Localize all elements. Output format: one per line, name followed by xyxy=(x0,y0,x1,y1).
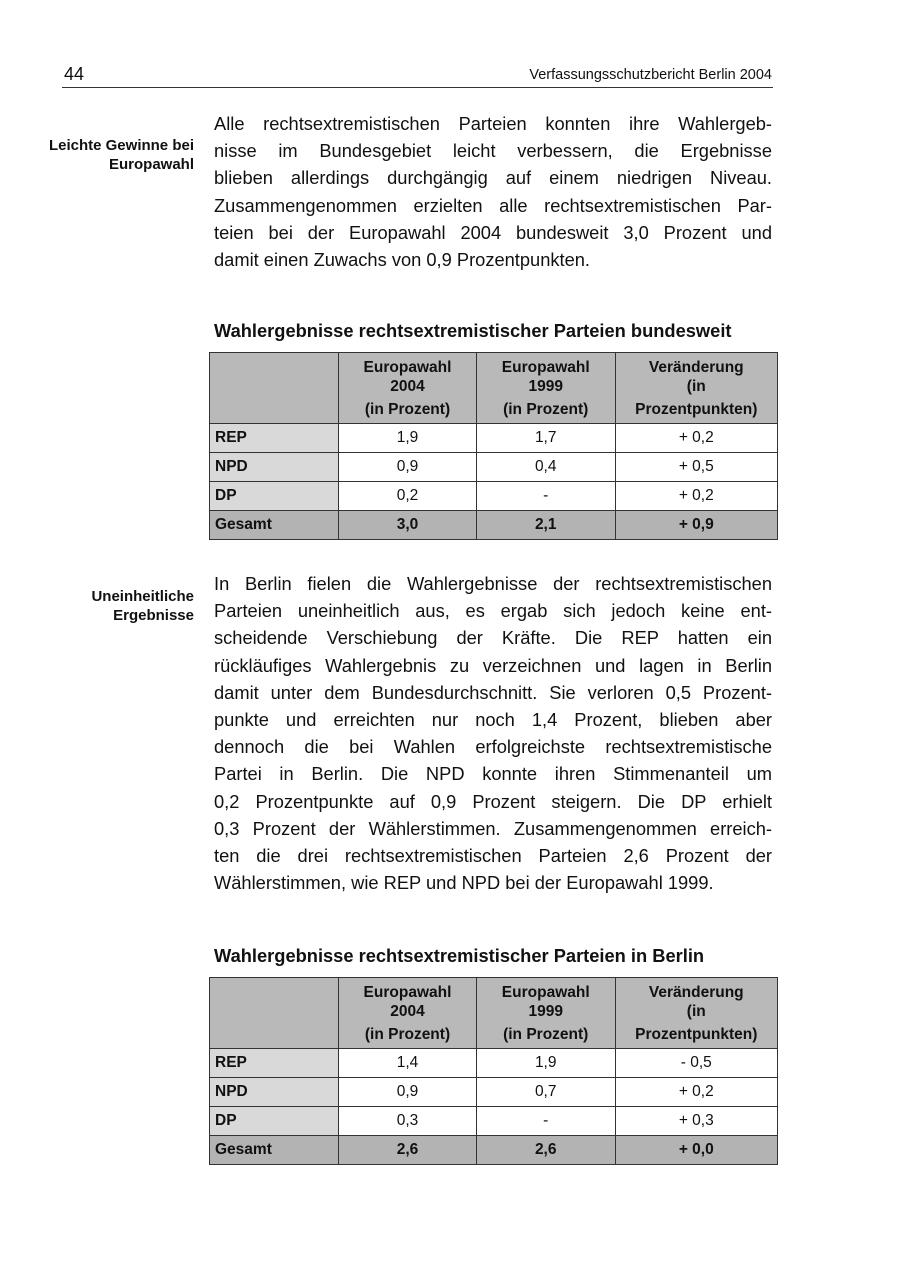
table-cell: + 0,2 xyxy=(614,423,779,453)
row-label: REP xyxy=(208,423,340,453)
table-cell: + 0,2 xyxy=(614,1077,779,1107)
side-label-1: Leichte Gewinne bei Europawahl xyxy=(48,137,194,173)
paragraph-1: Alle rechtsextremistischen Parteien konn… xyxy=(214,110,772,273)
table-cell: 1,4 xyxy=(338,1048,477,1078)
table1: Europawahl 2004 (in Prozent) Europawahl 1999… xyxy=(208,352,779,540)
header-rule xyxy=(62,87,773,88)
text-line: blieben allerdings durchgängig auf einem… xyxy=(214,167,772,189)
paragraph-2: In Berlin fielen die Wahlergebnisse der … xyxy=(214,570,772,896)
table-cell: - xyxy=(475,481,616,511)
table-cell: 2,6 xyxy=(338,1135,477,1165)
column-header: Veränderung (in Prozentpunkten) xyxy=(614,977,779,1049)
row-label: Gesamt xyxy=(208,510,340,540)
header-text: (in Prozent) xyxy=(364,1025,451,1043)
header-row: Europawahl 2004 (in Prozent) Europawahl 1999… xyxy=(208,977,779,1049)
page-number: 44 xyxy=(64,64,85,84)
header-text: Veränderung xyxy=(648,358,744,376)
header-text: (in Prozent) xyxy=(503,1025,589,1043)
column-header: Europawahl 2004 (in Prozent) xyxy=(338,977,477,1049)
table-cell: 0,7 xyxy=(475,1077,616,1107)
header-text: Europawahl xyxy=(501,358,590,376)
table-cell: 0,4 xyxy=(475,452,616,482)
total-row: Gesamt 3,0 2,1 + 0,9 xyxy=(208,510,779,540)
row-label: Gesamt xyxy=(208,1135,340,1165)
running-header: Verfassungsschutzbericht Berlin 2004 xyxy=(529,67,772,83)
table-cell: 0,9 xyxy=(338,452,477,482)
table-cell: 0,2 xyxy=(338,481,477,511)
header-text: Europawahl xyxy=(363,358,452,376)
table-cell: + 0,0 xyxy=(614,1135,779,1165)
text-line: Alle rechtsextremistischen Parteien konn… xyxy=(214,113,772,134)
text-line: rückläufiges Wahlergebnis zu verzeichnen… xyxy=(214,654,772,676)
text-line: nisse im Bundesgebiet leicht verbessern,… xyxy=(214,140,772,162)
row-label: NPD xyxy=(208,1077,340,1107)
header-row: Europawahl 2004 (in Prozent) Europawahl 1999… xyxy=(208,352,779,424)
text-line: ten die drei rechtsextremistischen Parte… xyxy=(214,845,772,867)
column-header: Europawahl 1999 (in Prozent) xyxy=(475,352,616,424)
table1-title: Wahlergebnisse rechtsextremistischer Par… xyxy=(214,320,732,341)
table2-title: Wahlergebnisse rechtsextremistischer Par… xyxy=(214,945,705,966)
text-line: Zusammengenommen erzielten alle rechtsex… xyxy=(214,194,772,216)
table-cell: 1,9 xyxy=(475,1048,616,1078)
text-line: 0,2 Prozentpunkte auf 0,9 Prozent steige… xyxy=(214,790,772,812)
header-text: (in xyxy=(686,1002,706,1020)
table-cell: 2,1 xyxy=(475,510,616,540)
text-line: In Berlin fielen die Wahlergebnisse der … xyxy=(214,573,772,594)
row-label: DP xyxy=(208,1106,340,1136)
header-text: (in xyxy=(686,377,706,395)
column-header: Europawahl 1999 (in Prozent) xyxy=(475,977,616,1049)
row-label: NPD xyxy=(208,452,340,482)
table-cell: + 0,2 xyxy=(614,481,779,511)
table-cell: 0,3 xyxy=(338,1106,477,1136)
text-line: damit unter dem Bundesdurchschnitt. Sie … xyxy=(214,681,772,703)
header-text: 1999 xyxy=(528,377,563,395)
total-row: Gesamt 2,6 2,6 + 0,0 xyxy=(208,1135,779,1165)
table-cell: 2,6 xyxy=(475,1135,616,1165)
text-line: 0,3 Prozent der Wählerstimmen. Zusammeng… xyxy=(214,817,772,839)
table-row: REP 1,9 1,7 + 0,2 xyxy=(208,423,779,453)
row-label: DP xyxy=(208,481,340,511)
text-line: Partei in Berlin. Die NPD konnte ihren S… xyxy=(214,763,772,785)
table-row: REP 1,4 1,9- 0,5 xyxy=(208,1048,779,1078)
text-line: punkte und erreichten nur noch 1,4 Proze… xyxy=(214,709,772,731)
table2: Europawahl 2004 (in Prozent) Europawahl 1999… xyxy=(208,977,779,1165)
table-row: DP 0,2- + 0,2 xyxy=(208,481,779,511)
table-cell: 3,0 xyxy=(338,510,477,540)
column-header: Veränderung (in Prozentpunkten) xyxy=(614,352,779,424)
header-text: 2004 xyxy=(390,377,425,395)
row-label: REP xyxy=(208,1048,340,1078)
header-text: Prozentpunkten) xyxy=(635,400,758,418)
header-text: Europawahl xyxy=(363,983,452,1001)
side-label-2: Uneinheitliche Ergebnisse xyxy=(91,588,194,624)
header-text: (in Prozent) xyxy=(503,400,589,418)
text-line: damit einen Zuwachs von 0,9 Prozentpunkt… xyxy=(214,249,591,271)
table-row: DP 0,3- + 0,3 xyxy=(208,1106,779,1136)
table-cell: + 0,5 xyxy=(614,452,779,482)
header-text: Veränderung xyxy=(648,983,744,1001)
empty-header-cell xyxy=(208,352,340,424)
table-row: NPD 0,9 0,7 + 0,2 xyxy=(208,1077,779,1107)
header-text: 2004 xyxy=(390,1002,425,1020)
text-line: Parteien uneinheitlich aus, es ergab sic… xyxy=(214,600,772,622)
table-row: NPD 0,9 0,4 + 0,5 xyxy=(208,452,779,482)
table-cell: 1,9 xyxy=(338,423,477,453)
table-cell: 1,7 xyxy=(475,423,616,453)
header-text: Prozentpunkten) xyxy=(635,1025,758,1043)
table-cell: + 0,9 xyxy=(614,510,779,540)
table-cell: + 0,3 xyxy=(614,1106,779,1136)
text-line: teien bei der Europawahl 2004 bundesweit… xyxy=(214,221,772,243)
header-text: Europawahl xyxy=(501,983,590,1001)
header-text: 1999 xyxy=(528,1002,563,1020)
column-header: Europawahl 2004 (in Prozent) xyxy=(338,352,477,424)
table-cell: 0,9 xyxy=(338,1077,477,1107)
text-line: scheidende Verschiebung der Kräfte. Die … xyxy=(214,627,772,649)
table-cell: - xyxy=(475,1106,616,1136)
empty-header-cell xyxy=(208,977,340,1049)
text-line: dennoch die bei Wahlen erfolgreichste re… xyxy=(214,736,772,758)
header-text: (in Prozent) xyxy=(364,400,451,418)
text-line: Wählerstimmen, wie REP und NPD bei der E… xyxy=(214,872,714,894)
table-cell: - 0,5 xyxy=(614,1048,779,1078)
